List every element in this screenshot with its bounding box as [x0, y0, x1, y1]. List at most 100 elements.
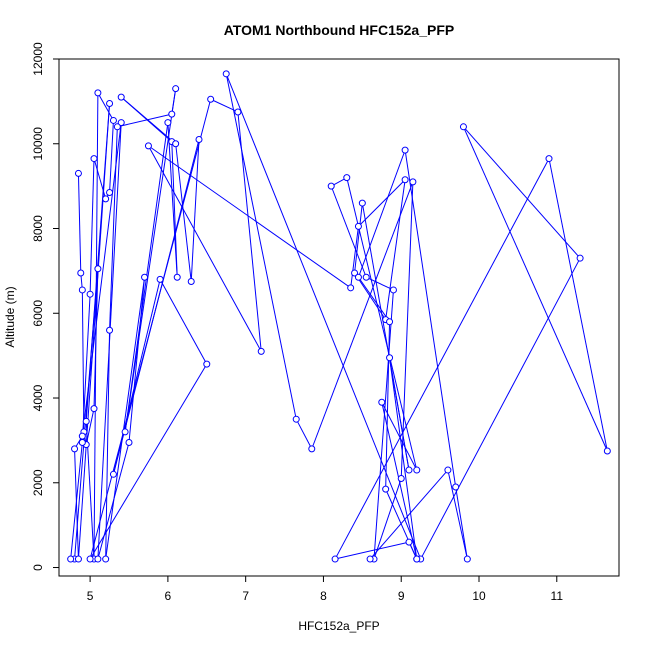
data-point	[389, 286, 397, 294]
data-point	[86, 290, 94, 298]
series-segment	[109, 126, 118, 331]
series-segment	[295, 418, 313, 450]
series-segment	[350, 226, 359, 288]
data-point	[331, 555, 339, 563]
data-point	[144, 142, 152, 150]
data-point	[113, 123, 121, 131]
y-tick-label: 6000	[31, 300, 45, 327]
data-point	[78, 286, 86, 294]
data-point	[354, 273, 362, 281]
data-point	[347, 284, 355, 292]
data-point	[117, 93, 125, 101]
data-point	[67, 555, 75, 563]
data-point	[378, 398, 386, 406]
data-point	[203, 360, 211, 368]
series-segment	[373, 289, 394, 560]
data-point	[459, 123, 467, 131]
series-segment	[334, 541, 410, 560]
x-tick-label: 5	[87, 589, 94, 603]
series-segment	[77, 173, 82, 274]
series-points	[67, 70, 611, 563]
data-point	[257, 347, 265, 355]
series-segment	[128, 277, 146, 443]
data-point	[401, 146, 409, 154]
data-point	[109, 470, 117, 478]
data-point	[106, 326, 114, 334]
data-point	[207, 95, 215, 103]
data-point	[106, 99, 114, 107]
series-segment	[89, 363, 208, 560]
data-point	[354, 222, 362, 230]
data-point	[117, 119, 125, 127]
data-point	[327, 182, 335, 190]
y-tick-label: 12000	[31, 42, 45, 76]
series-segment	[420, 257, 581, 560]
data-point	[545, 155, 553, 163]
x-tick-label: 9	[398, 589, 405, 603]
data-point	[156, 275, 164, 283]
data-point	[78, 439, 86, 447]
series-segment	[385, 321, 391, 490]
series-segment	[311, 181, 414, 450]
x-tick-label: 8	[320, 589, 327, 603]
series-segment	[369, 469, 449, 560]
series-segment	[455, 486, 468, 560]
data-point	[576, 254, 584, 262]
series-segment	[81, 122, 122, 437]
y-tick-label: 10000	[31, 127, 45, 161]
data-point	[292, 415, 300, 423]
data-point	[358, 199, 366, 207]
series-segment	[148, 145, 351, 289]
data-point	[172, 140, 180, 148]
data-point	[172, 85, 180, 93]
data-point	[125, 439, 133, 447]
data-point	[173, 273, 181, 281]
series-segment	[167, 122, 178, 278]
series-segment	[109, 120, 114, 193]
data-point	[77, 269, 85, 277]
series-segment	[117, 113, 172, 128]
x-tick-label: 10	[472, 589, 486, 603]
data-point	[94, 555, 102, 563]
data-point	[121, 428, 129, 436]
data-point	[234, 108, 242, 116]
data-point	[401, 176, 409, 184]
data-point	[366, 555, 374, 563]
data-point	[94, 265, 102, 273]
data-point	[222, 70, 230, 78]
series-segment	[354, 272, 387, 320]
data-point	[362, 273, 370, 281]
chart-title: ATOM1 Northbound HFC152a_PFP	[224, 22, 455, 38]
series-segment	[77, 103, 111, 560]
series-segment	[190, 139, 200, 282]
series-segment	[105, 330, 111, 560]
series-segment	[389, 357, 410, 471]
series-segment	[373, 478, 402, 560]
series-segment	[81, 294, 91, 443]
x-axis: 5 6 7 8 9 10 11	[87, 576, 564, 603]
data-point	[86, 555, 94, 563]
series-segment	[548, 158, 608, 452]
series-segment	[159, 279, 208, 365]
y-tick-label: 2000	[31, 469, 45, 496]
data-point	[195, 136, 203, 144]
data-point	[168, 110, 176, 118]
data-point	[444, 466, 452, 474]
y-axis-label: Altitude (m)	[3, 286, 17, 347]
x-tick-label: 7	[242, 589, 249, 603]
data-point	[386, 354, 394, 362]
data-point	[413, 466, 421, 474]
series-segment	[404, 150, 457, 488]
data-point	[187, 277, 195, 285]
plot-box	[58, 58, 620, 577]
series-segment	[357, 149, 406, 278]
series-segment	[330, 185, 367, 278]
data-point	[78, 432, 86, 440]
series-segment	[225, 73, 297, 420]
x-tick-label: 11	[551, 589, 564, 603]
series-segment	[354, 203, 363, 274]
data-point	[74, 169, 82, 177]
x-axis-label: HFC152a_PFP	[298, 619, 379, 633]
data-point	[386, 318, 394, 326]
data-point	[164, 119, 172, 127]
